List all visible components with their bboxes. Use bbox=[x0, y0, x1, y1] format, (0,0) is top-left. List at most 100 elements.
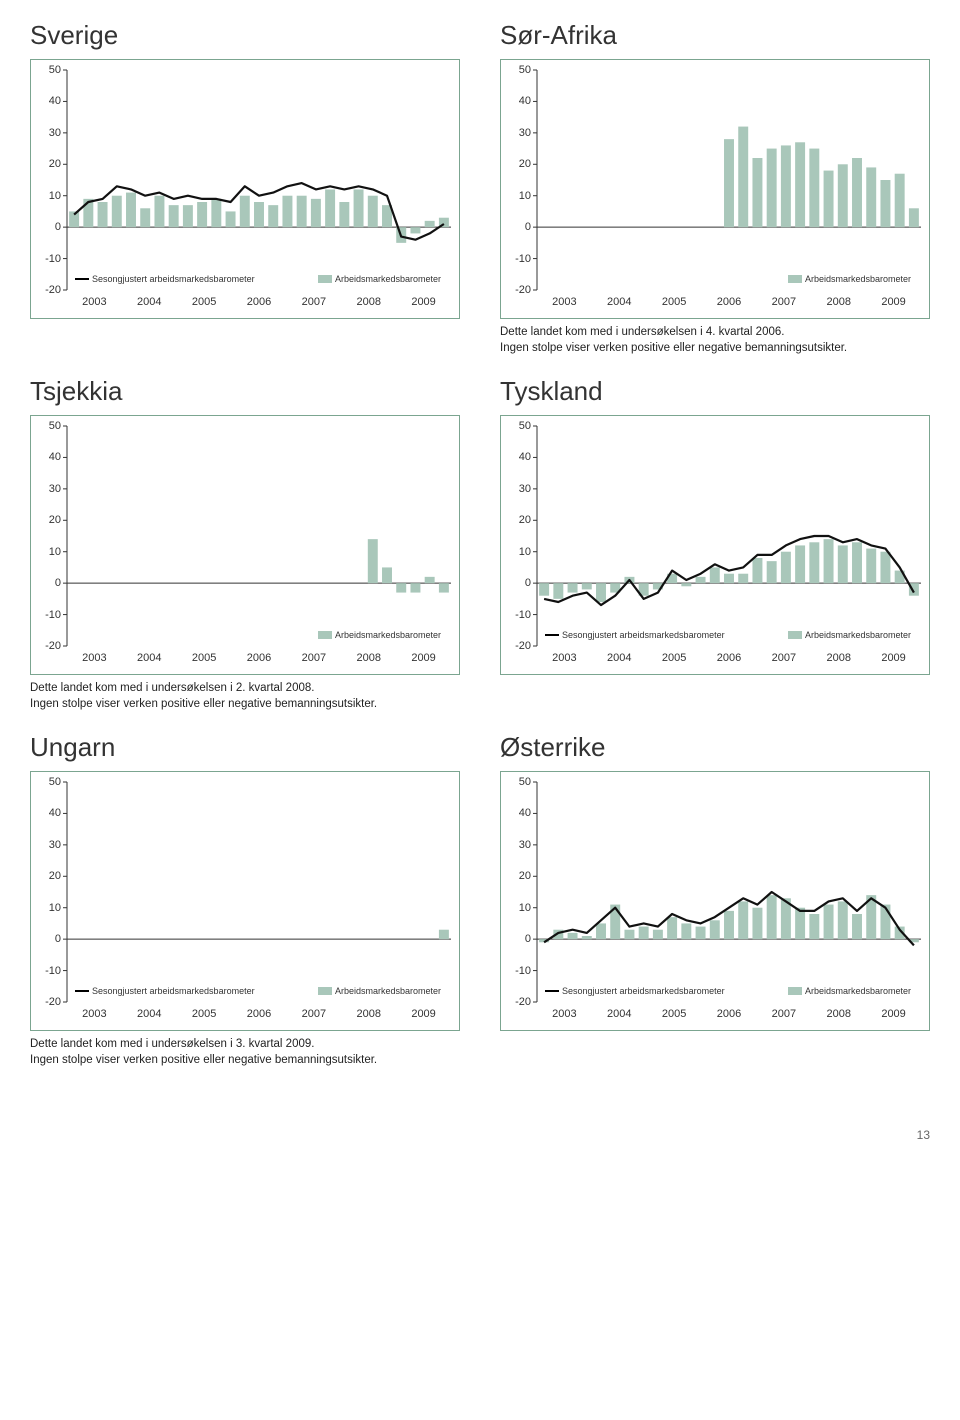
xtick: 2008 bbox=[356, 1008, 380, 1020]
xtick: 2004 bbox=[137, 296, 161, 308]
ytick: 0 bbox=[33, 577, 61, 589]
xtick: 2006 bbox=[247, 1008, 271, 1020]
xtick: 2003 bbox=[82, 652, 106, 664]
xtick: 2006 bbox=[717, 652, 741, 664]
xtick: 2009 bbox=[881, 1008, 905, 1020]
ytick: -20 bbox=[503, 996, 531, 1008]
ytick: 10 bbox=[33, 190, 61, 202]
ytick: 20 bbox=[33, 870, 61, 882]
legend-seasonal: Sesongjustert arbeidsmarkedsbarometer bbox=[75, 986, 255, 996]
ytick: 40 bbox=[33, 95, 61, 107]
legend-bar: Arbeidsmarkedsbarometer bbox=[788, 986, 911, 996]
ytick: 30 bbox=[33, 483, 61, 495]
xtick: 2004 bbox=[137, 652, 161, 664]
ytick: -10 bbox=[33, 253, 61, 265]
xtick: 2005 bbox=[192, 652, 216, 664]
chart-box: Sesongjustert arbeidsmarkedsbarometer Arb… bbox=[30, 59, 460, 319]
page-number: 13 bbox=[30, 1128, 930, 1142]
legend-seasonal: Sesongjustert arbeidsmarkedsbarometer bbox=[75, 274, 255, 284]
xtick: 2004 bbox=[137, 1008, 161, 1020]
ytick: 30 bbox=[503, 839, 531, 851]
chart-title: Tsjekkia bbox=[30, 376, 460, 407]
ytick: 10 bbox=[33, 546, 61, 558]
chart-title: Østerrike bbox=[500, 732, 930, 763]
chart-title: Sør-Afrika bbox=[500, 20, 930, 51]
ytick: 10 bbox=[503, 902, 531, 914]
chart-note: Dette landet kom med i undersøkelsen i 4… bbox=[500, 325, 930, 356]
chart-title: Tyskland bbox=[500, 376, 930, 407]
ytick: 50 bbox=[33, 776, 61, 788]
chart-tsjekkia: Tsjekkia Arbeidsmarkedsbarometer -20 -10 0 10… bbox=[30, 376, 460, 712]
xtick: 2009 bbox=[411, 652, 435, 664]
chart-sorafrika: Sør-AfrikaArbeidsmarkedsbarometer-20-100… bbox=[500, 20, 930, 356]
ytick: 40 bbox=[33, 451, 61, 463]
chart-box: Arbeidsmarkedsbarometer -20 -10 0 10 20 30 40 50… bbox=[30, 415, 460, 675]
ytick: -10 bbox=[503, 609, 531, 621]
xtick: 2009 bbox=[881, 296, 905, 308]
xtick: 2004 bbox=[607, 296, 631, 308]
xtick: 2008 bbox=[826, 296, 850, 308]
ytick: -20 bbox=[33, 996, 61, 1008]
xtick: 2007 bbox=[772, 1008, 796, 1020]
ytick: 30 bbox=[503, 127, 531, 139]
xtick: 2007 bbox=[302, 1008, 326, 1020]
xtick: 2003 bbox=[82, 1008, 106, 1020]
xtick: 2003 bbox=[552, 296, 576, 308]
xtick: 2005 bbox=[662, 652, 686, 664]
chart-note: Dette landet kom med i undersøkelsen i 3… bbox=[30, 1037, 460, 1068]
chart-box: Sesongjustert arbeidsmarkedsbarometer Arb… bbox=[500, 415, 930, 675]
xtick: 2009 bbox=[411, 1008, 435, 1020]
ytick: 40 bbox=[503, 807, 531, 819]
xtick: 2007 bbox=[302, 652, 326, 664]
legend-bar: Arbeidsmarkedsbarometer bbox=[788, 630, 911, 640]
ytick: 0 bbox=[33, 221, 61, 233]
ytick: -10 bbox=[33, 965, 61, 977]
ytick: 10 bbox=[503, 546, 531, 558]
legend-bar: Arbeidsmarkedsbarometer bbox=[318, 630, 441, 640]
ytick: 20 bbox=[33, 158, 61, 170]
xtick: 2005 bbox=[192, 1008, 216, 1020]
ytick: -10 bbox=[33, 609, 61, 621]
xtick: 2003 bbox=[552, 652, 576, 664]
ytick: 20 bbox=[33, 514, 61, 526]
ytick: 20 bbox=[503, 158, 531, 170]
legend-bar: Arbeidsmarkedsbarometer bbox=[318, 274, 441, 284]
xtick: 2006 bbox=[247, 296, 271, 308]
xtick: 2006 bbox=[717, 296, 741, 308]
ytick: 30 bbox=[33, 839, 61, 851]
chart-tyskland: Tyskland Sesongjustert arbeidsmarkedsbaro… bbox=[500, 376, 930, 712]
ytick: 20 bbox=[503, 514, 531, 526]
ytick: 50 bbox=[503, 64, 531, 76]
ytick: 10 bbox=[33, 902, 61, 914]
xtick: 2009 bbox=[411, 296, 435, 308]
ytick: 30 bbox=[503, 483, 531, 495]
chart-box: Arbeidsmarkedsbarometer-20-1001020304050… bbox=[500, 59, 930, 319]
xtick: 2007 bbox=[772, 296, 796, 308]
ytick: 50 bbox=[503, 776, 531, 788]
chart-title: Sverige bbox=[30, 20, 460, 51]
chart-box: Sesongjustert arbeidsmarkedsbarometerArb… bbox=[30, 771, 460, 1031]
xtick: 2007 bbox=[302, 296, 326, 308]
ytick: 40 bbox=[33, 807, 61, 819]
xtick: 2004 bbox=[607, 652, 631, 664]
xtick: 2008 bbox=[826, 652, 850, 664]
xtick: 2008 bbox=[356, 652, 380, 664]
chart-note: Dette landet kom med i undersøkelsen i 2… bbox=[30, 681, 460, 712]
ytick: -20 bbox=[33, 640, 61, 652]
ytick: 50 bbox=[33, 64, 61, 76]
ytick: 50 bbox=[503, 420, 531, 432]
chart-ungarn: UngarnSesongjustert arbeidsmarkedsbarome… bbox=[30, 732, 460, 1068]
xtick: 2009 bbox=[881, 652, 905, 664]
legend-seasonal: Sesongjustert arbeidsmarkedsbarometer bbox=[545, 986, 725, 996]
xtick: 2005 bbox=[662, 296, 686, 308]
xtick: 2005 bbox=[662, 1008, 686, 1020]
ytick: -20 bbox=[33, 284, 61, 296]
ytick: 50 bbox=[33, 420, 61, 432]
ytick: -10 bbox=[503, 965, 531, 977]
ytick: 0 bbox=[503, 221, 531, 233]
ytick: 0 bbox=[503, 933, 531, 945]
chart-box: Sesongjustert arbeidsmarkedsbarometer Arb… bbox=[500, 771, 930, 1031]
legend-seasonal: Sesongjustert arbeidsmarkedsbarometer bbox=[545, 630, 725, 640]
xtick: 2004 bbox=[607, 1008, 631, 1020]
ytick: 40 bbox=[503, 95, 531, 107]
